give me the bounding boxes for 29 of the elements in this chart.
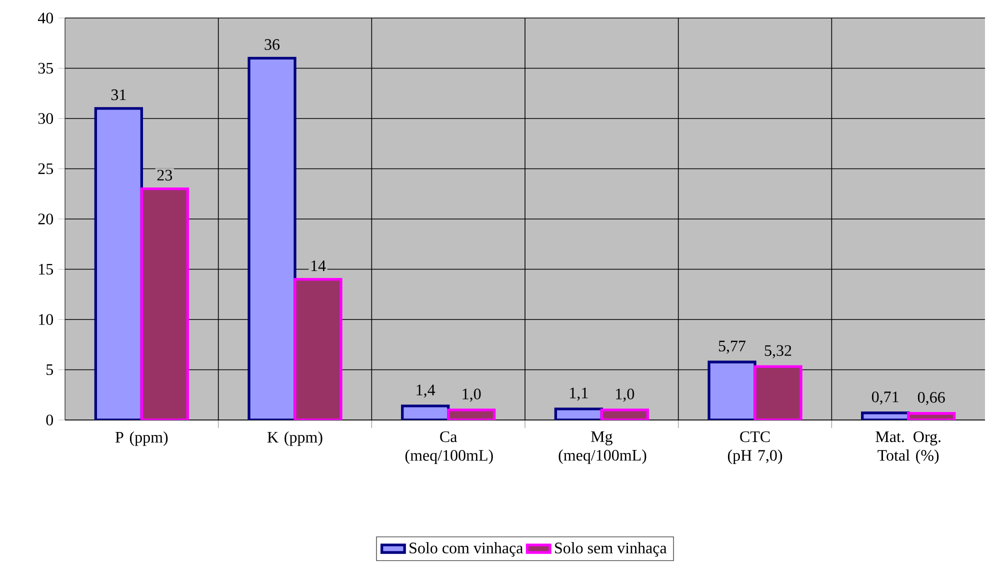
x-tick-label: CTC (pH 7,0) bbox=[728, 431, 782, 464]
legend-label: Solo sem vinhaça bbox=[555, 542, 667, 557]
data-label: 14 bbox=[311, 260, 326, 272]
data-label: 1,1 bbox=[570, 388, 588, 401]
data-label: 23 bbox=[157, 170, 172, 181]
y-tick-label: 30 bbox=[38, 113, 54, 124]
data-label: 0,71 bbox=[872, 391, 898, 405]
y-tick-label: 40 bbox=[38, 12, 54, 24]
y-tick-label: 35 bbox=[38, 62, 54, 74]
data-label: 1,0 bbox=[616, 388, 634, 402]
legend-label: Solo com vinhaça bbox=[410, 542, 524, 557]
data-label: 1,4 bbox=[416, 384, 436, 398]
y-tick-label: 0 bbox=[46, 414, 54, 426]
data-label: 36 bbox=[264, 39, 280, 50]
x-tick-label: Mg (meq/100mL) bbox=[558, 431, 646, 464]
data-label: 1,0 bbox=[462, 388, 481, 402]
y-tick-label: 20 bbox=[38, 214, 54, 224]
data-label: 5,77 bbox=[718, 340, 746, 354]
x-tick-label: K (ppm) bbox=[267, 431, 322, 446]
data-label: 5,32 bbox=[764, 345, 792, 358]
data-label: 0,66 bbox=[918, 392, 945, 406]
y-tick-label: 25 bbox=[38, 163, 54, 174]
y-tick-label: 15 bbox=[39, 264, 54, 275]
y-tick-label: 10 bbox=[39, 314, 54, 325]
data-label: 31 bbox=[111, 89, 126, 100]
x-tick-label: Mat. Org. Total (%) bbox=[876, 431, 940, 464]
x-tick-label: Ca (meq/100mL) bbox=[405, 431, 493, 464]
y-tick-label: 5 bbox=[46, 364, 54, 376]
x-tick-label: P (ppm) bbox=[115, 431, 168, 446]
